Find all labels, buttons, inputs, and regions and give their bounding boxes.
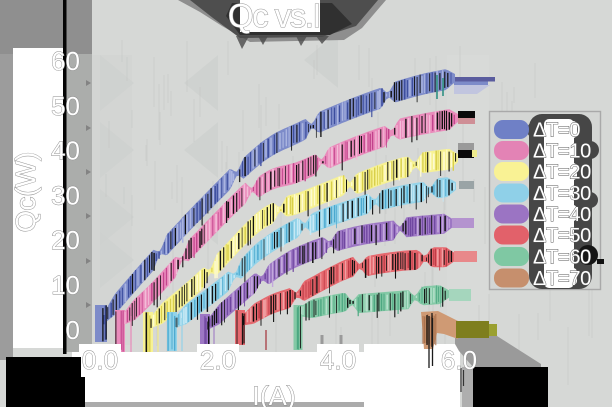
- svg-text:ΔT=50: ΔT=50: [533, 225, 591, 247]
- svg-text:I(A): I(A): [252, 381, 296, 407]
- svg-text:2.0: 2.0: [200, 345, 236, 375]
- svg-text:40: 40: [51, 136, 80, 166]
- svg-text:0.0: 0.0: [82, 345, 118, 375]
- svg-text:ΔT=70: ΔT=70: [533, 268, 591, 290]
- svg-text:ΔT=0: ΔT=0: [533, 120, 580, 142]
- svg-text:Qc(W): Qc(W): [10, 152, 41, 233]
- svg-text:6.0: 6.0: [441, 345, 477, 375]
- svg-text:50: 50: [51, 91, 80, 121]
- svg-text:10: 10: [51, 270, 80, 300]
- svg-text:30: 30: [51, 180, 80, 210]
- svg-text:Qc vs.I: Qc vs.I: [228, 0, 320, 34]
- svg-text:20: 20: [51, 225, 80, 255]
- svg-text:60: 60: [51, 46, 80, 76]
- svg-text:4.0: 4.0: [320, 345, 356, 375]
- svg-text:ΔT=60: ΔT=60: [533, 247, 591, 269]
- svg-text:ΔT=20: ΔT=20: [533, 162, 591, 184]
- svg-text:ΔT=10: ΔT=10: [533, 141, 591, 163]
- svg-text:0: 0: [66, 315, 80, 345]
- svg-text:ΔT=40: ΔT=40: [533, 204, 591, 226]
- svg-text:ΔT=30: ΔT=30: [533, 183, 591, 205]
